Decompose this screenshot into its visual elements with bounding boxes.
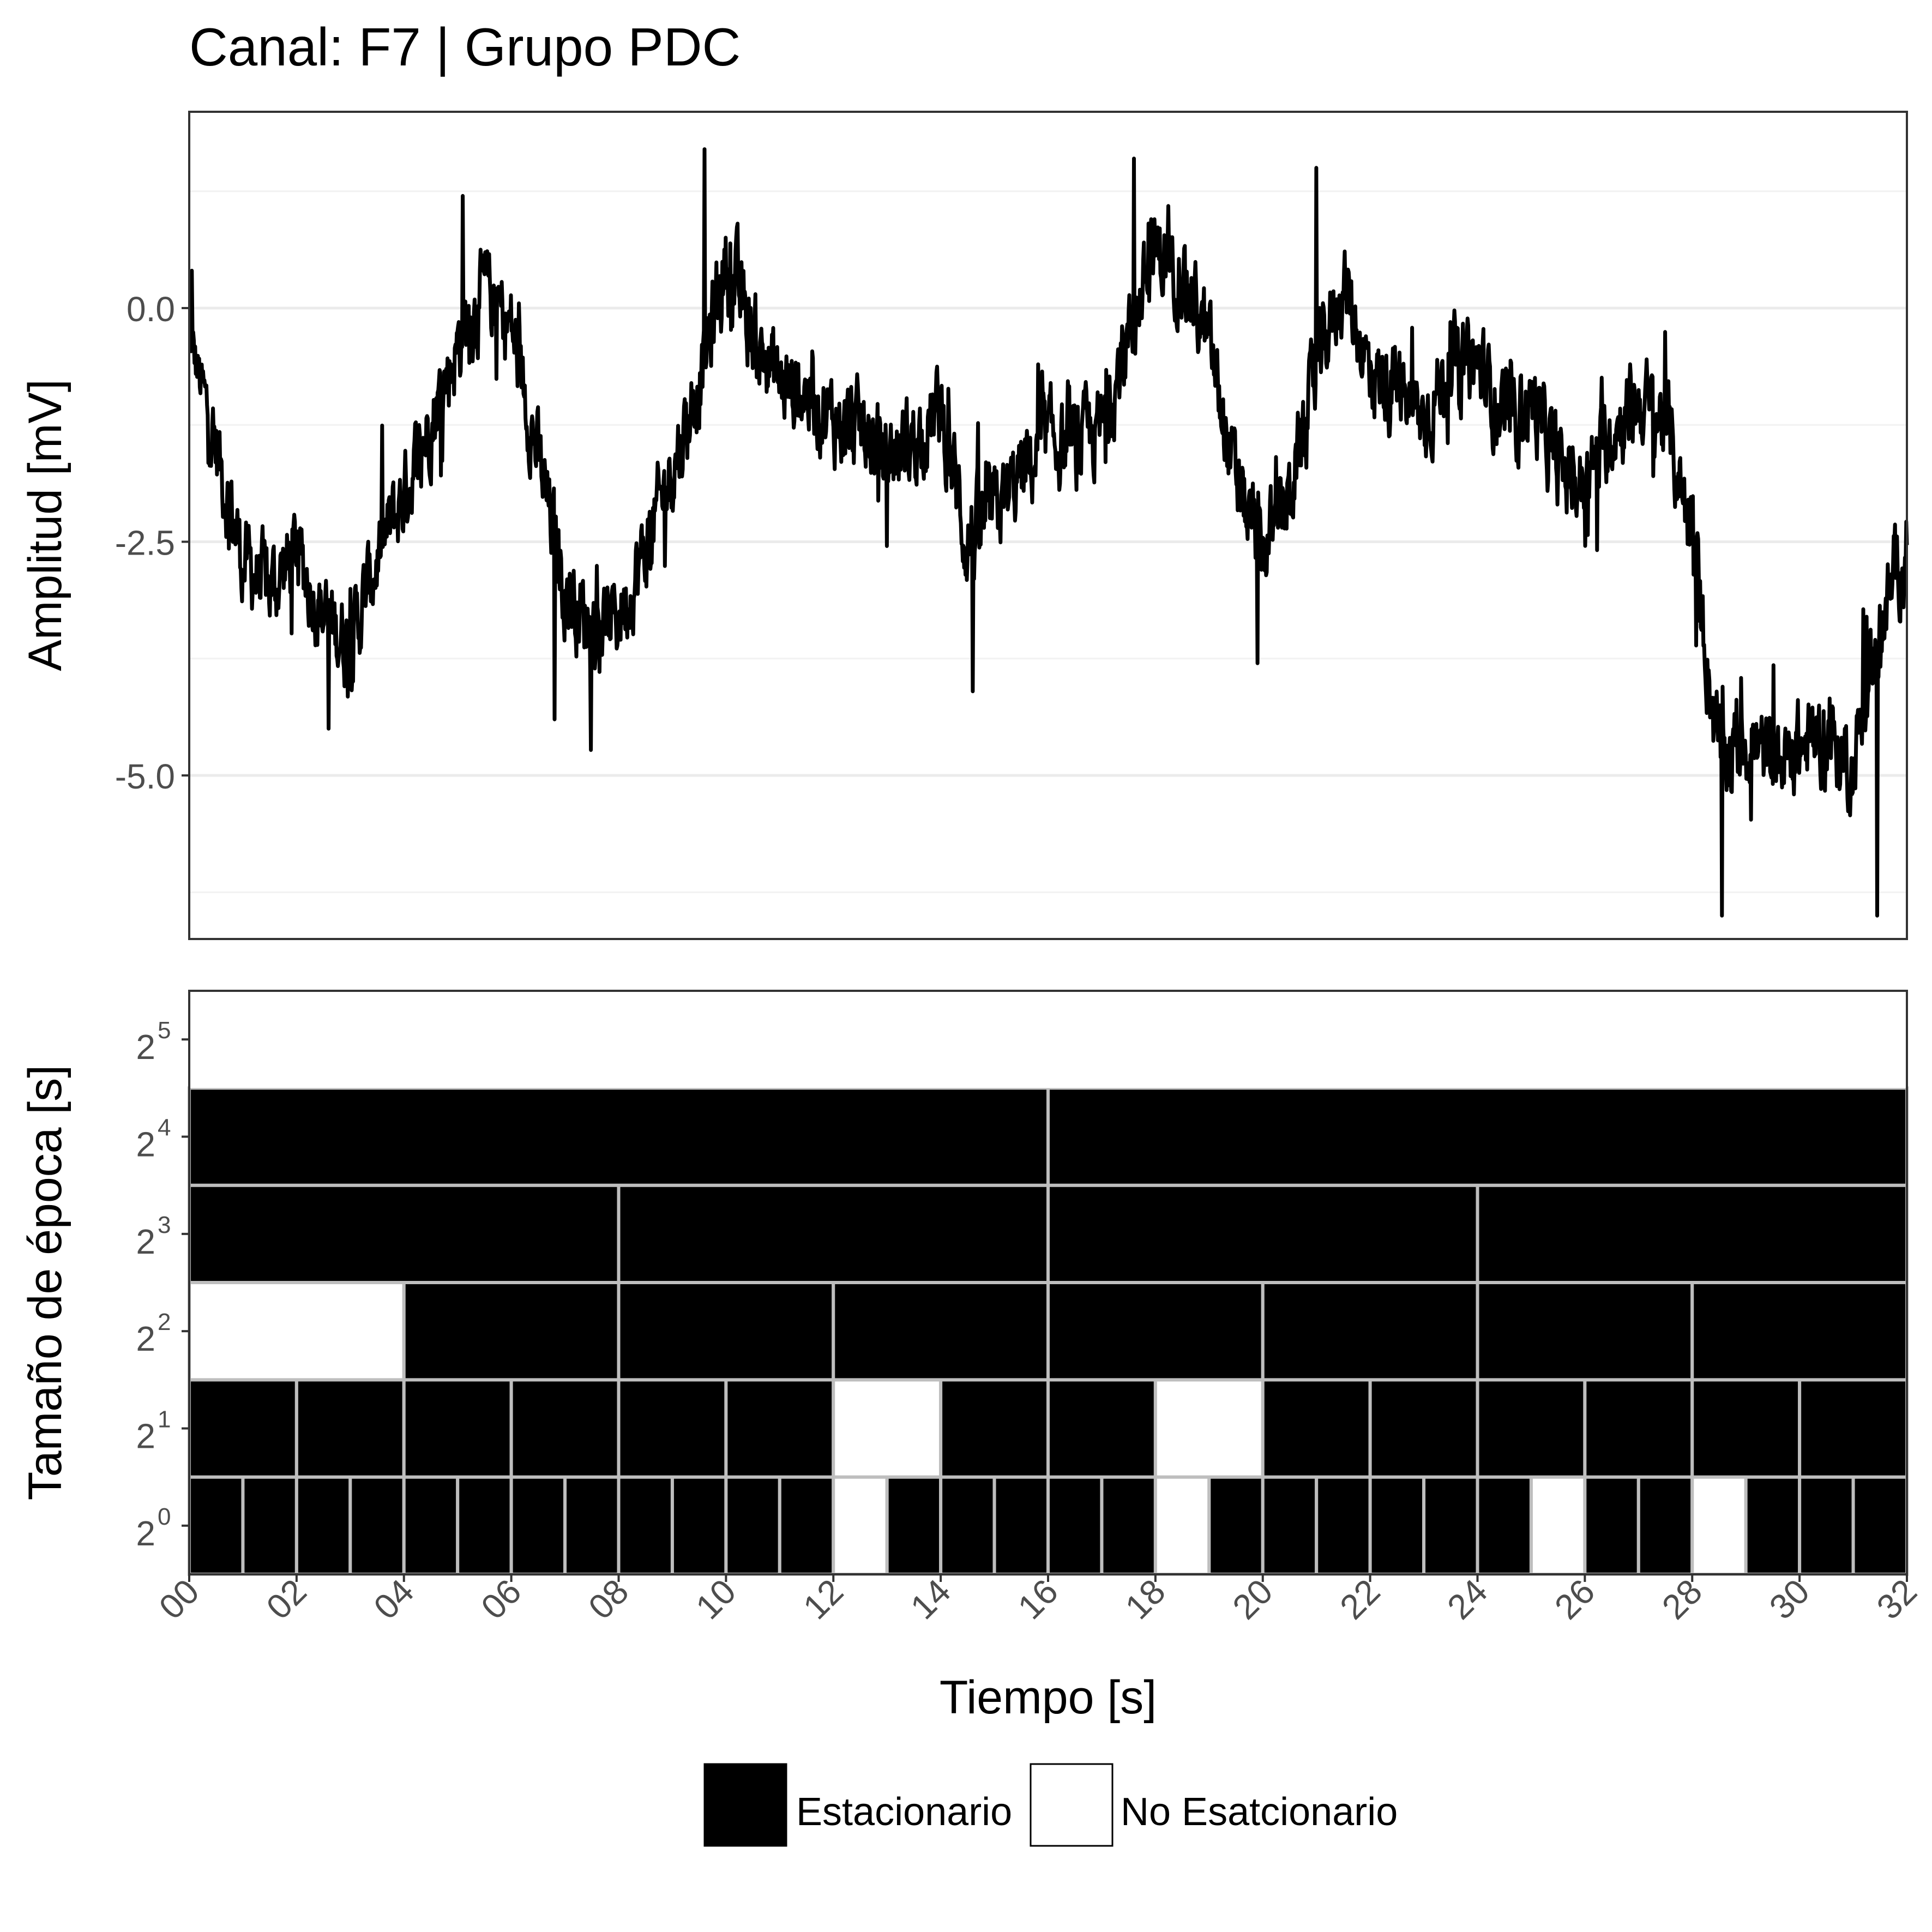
stationarity-cell (832, 1378, 943, 1479)
stationarity-cell (885, 1475, 943, 1576)
legend: Estacionario No Esatcionario (703, 1763, 1398, 1847)
chart-title: Canal: F7 | Grupo PDC (189, 17, 741, 77)
stationarity-y-tick-label: 2 (136, 1125, 155, 1164)
stationarity-cell (1476, 1183, 1909, 1285)
stationarity-cell (1798, 1378, 1909, 1479)
stationarity-cell (188, 1086, 1050, 1187)
signal-panel-border (188, 111, 1908, 940)
stationarity-y-tick-exponent: 2 (158, 1309, 171, 1335)
stationarity-cell (188, 1183, 621, 1285)
stationarity-cell (1046, 1086, 1909, 1187)
stationarity-cell (1100, 1475, 1157, 1576)
stationarity-cell (1153, 1475, 1211, 1576)
stationarity-y-tick-label: 2 (136, 1222, 155, 1261)
stationarity-cell (832, 1281, 1050, 1382)
stationarity-cell (188, 1281, 406, 1382)
stationarity-y-tick-label: 2 (136, 1514, 155, 1553)
stationarity-cell (1798, 1475, 1855, 1576)
stationarity-cell (1046, 1281, 1265, 1382)
stationarity-y-tick-label: 2 (136, 1417, 155, 1456)
stationarity-y-ticks: 2 02 12 22 32 42 5 (136, 1017, 189, 1553)
stationarity-cell (1422, 1475, 1479, 1576)
stationarity-cell (1261, 1281, 1479, 1382)
stationarity-cell (1368, 1378, 1479, 1479)
stationarity-cell (456, 1475, 513, 1576)
stationarity-cell (778, 1475, 835, 1576)
stationarity-y-axis-label: Tamaño de época [s] (19, 1065, 71, 1500)
stationarity-cell (939, 1378, 1050, 1479)
stationarity-cell (617, 1281, 835, 1382)
stationarity-cell (617, 1475, 674, 1576)
stationarity-y-tick-exponent: 1 (158, 1406, 171, 1433)
stationarity-cell (1261, 1475, 1319, 1576)
stationarity-cell (832, 1475, 889, 1576)
stationarity-cell (563, 1475, 621, 1576)
stationarity-cell (1476, 1475, 1533, 1576)
stationarity-cell (188, 1378, 298, 1479)
stationarity-cell (241, 1475, 298, 1576)
stationarity-y-tick-exponent: 4 (158, 1115, 171, 1141)
stationarity-cell (992, 1475, 1050, 1576)
stationarity-cell (1046, 1183, 1479, 1285)
signal-y-tick-label: 0.0 (127, 290, 175, 329)
signal-panel-background (189, 112, 1907, 939)
stationarity-cell (1046, 1378, 1157, 1479)
stationarity-cell (348, 1475, 406, 1576)
stationarity-cell (188, 1475, 245, 1576)
stationarity-y-tick-exponent: 3 (158, 1212, 171, 1238)
stationarity-cells (188, 991, 1909, 1576)
stationarity-cell (1690, 1281, 1909, 1382)
signal-y-tick-label: -2.5 (115, 523, 175, 562)
stationarity-cell (402, 1281, 621, 1382)
stationarity-cell (402, 1475, 460, 1576)
stationarity-cell (1529, 1475, 1587, 1576)
stationarity-cell (617, 1183, 1050, 1285)
stationarity-cell (724, 1475, 781, 1576)
legend-label-no-estacionario: No Esatcionario (1121, 1790, 1398, 1834)
signal-panel: 0.0 -2.5 -5.0 Amplitud [mV] (19, 111, 1909, 940)
signal-y-ticks: 0.0 -2.5 -5.0 (115, 290, 189, 796)
stationarity-cell (670, 1475, 728, 1576)
stationarity-cell (509, 1475, 567, 1576)
stationarity-cell (1153, 1378, 1265, 1479)
stationarity-cell (1583, 1475, 1640, 1576)
stationarity-panel: 2 02 12 22 32 42 5 00 02 04 06 08 10 12 14 16 18 20 22 24 2… (19, 990, 1924, 1724)
stationarity-cell (1583, 1378, 1694, 1479)
legend-key-estacionario (703, 1763, 787, 1847)
signal-y-axis-label: Amplitud [mV] (19, 379, 71, 671)
stationarity-cell (1207, 1475, 1265, 1576)
signal-series-line (188, 147, 1909, 918)
stationarity-cell (724, 1378, 835, 1479)
stationarity-cell (294, 1475, 352, 1576)
stationarity-cell (294, 1378, 406, 1479)
stationarity-cell (1261, 1378, 1372, 1479)
stationarity-cell (1046, 1475, 1104, 1576)
x-axis-label: Tiempo [s] (940, 1671, 1157, 1724)
stationarity-cell (1690, 1378, 1802, 1479)
legend-key-no-estacionario (1030, 1763, 1114, 1847)
stationarity-cell (1636, 1475, 1694, 1576)
stationarity-cell (1476, 1378, 1587, 1479)
signal-y-tick-label: -5.0 (115, 757, 175, 796)
stationarity-cell (402, 1378, 513, 1479)
stationarity-cell (1690, 1475, 1748, 1576)
stationarity-cell (1315, 1475, 1372, 1576)
stationarity-cell (189, 991, 1907, 1088)
stationarity-y-tick-exponent: 0 (158, 1503, 171, 1530)
stationarity-cell (939, 1475, 996, 1576)
stationarity-cell (617, 1378, 728, 1479)
stationarity-y-tick-label: 2 (136, 1319, 155, 1358)
stationarity-y-tick-label: 2 (136, 1027, 155, 1067)
stationarity-y-tick-exponent: 5 (158, 1017, 171, 1044)
stationarity-cell (1368, 1475, 1426, 1576)
stationarity-cell (1851, 1475, 1909, 1576)
legend-label-estacionario: Estacionario (796, 1790, 1012, 1834)
stationarity-cell (1476, 1281, 1694, 1382)
stationarity-cell (509, 1378, 621, 1479)
stationarity-cell (1744, 1475, 1802, 1576)
